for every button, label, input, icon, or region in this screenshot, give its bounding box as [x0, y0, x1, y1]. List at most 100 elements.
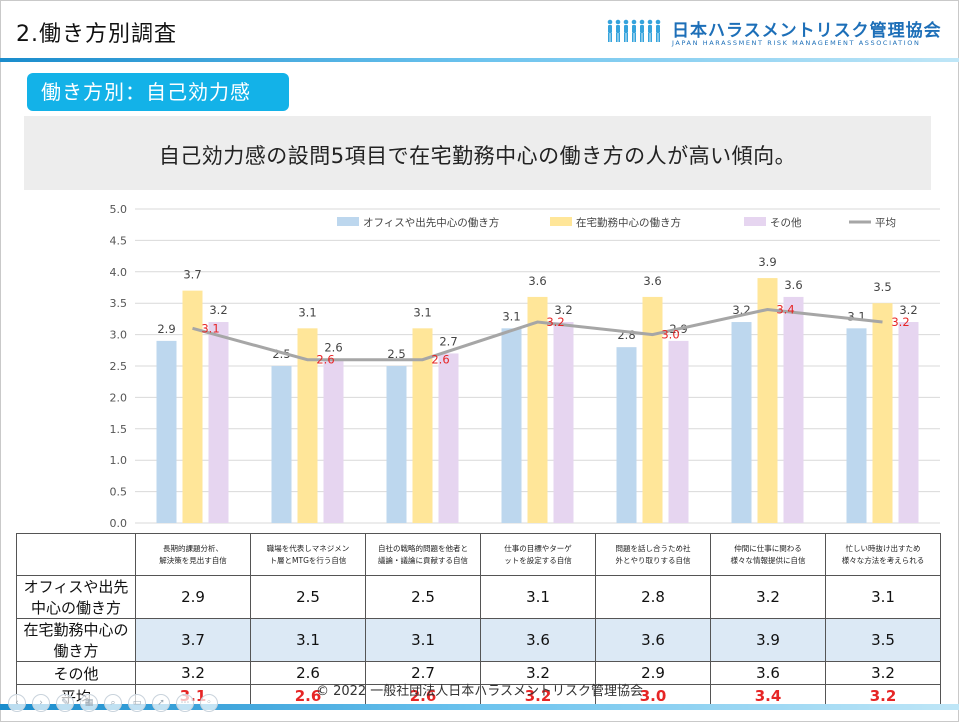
data-label: 3.1 — [413, 305, 431, 319]
legend-label: 在宅勤務中心の働き方 — [576, 216, 681, 229]
legend-swatch — [337, 217, 359, 226]
logo-name: 日本ハラスメントリスク管理協会 — [672, 21, 942, 41]
y-tick-label: 4.0 — [110, 266, 128, 279]
y-tick-label: 1.5 — [110, 423, 128, 436]
bar — [271, 366, 292, 523]
data-label: 2.6 — [324, 341, 342, 355]
table-cell: 3.1 — [480, 575, 596, 619]
presenter-icon[interactable]: ◦ — [200, 694, 218, 712]
bar — [182, 290, 203, 523]
table-cell: 3.1 — [250, 618, 366, 662]
row-label: オフィスや出先中心の働き方 — [16, 575, 136, 619]
bar — [156, 340, 177, 523]
bar — [386, 366, 407, 523]
column-header: 職場を代表しマネジメン ト層とMTGを行う自信 — [250, 533, 366, 576]
average-data-label: 3.2 — [546, 315, 564, 329]
bar — [208, 322, 229, 523]
y-tick-label: 2.0 — [110, 391, 128, 404]
data-label: 3.9 — [758, 255, 776, 269]
bar — [616, 347, 637, 523]
subtitle-text: 自己効力感の設問5項目で在宅勤務中心の働き方の人が高い傾向。 — [158, 144, 797, 168]
table-corner-cell — [16, 533, 136, 576]
bar — [501, 328, 522, 523]
subtitle-box: 自己効力感の設問5項目で在宅勤務中心の働き方の人が高い傾向。 — [24, 116, 931, 190]
y-tick-label: 4.5 — [110, 234, 128, 247]
y-tick-label: 1.0 — [110, 454, 128, 467]
logo-subtitle: JAPAN HARASSMENT RISK MANAGEMENT ASSOCIA… — [672, 39, 921, 47]
average-data-label: 3.0 — [661, 328, 679, 342]
average-data-label: 2.6 — [431, 353, 449, 367]
slides-grid-icon[interactable]: ▦ — [80, 694, 98, 712]
y-tick-label: 2.5 — [110, 360, 128, 373]
bar — [731, 322, 752, 523]
bar — [668, 340, 689, 523]
row-label: 在宅勤務中心の働き方 — [16, 618, 136, 662]
legend-label: 平均 — [875, 217, 896, 229]
y-tick-label: 3.0 — [110, 329, 128, 342]
table-cell: 2.5 — [365, 575, 481, 619]
data-label: 3.5 — [873, 280, 891, 294]
bar — [323, 359, 344, 523]
previous-slide-icon[interactable]: ‹ — [8, 694, 26, 712]
column-header: 仲間に仕事に関わる 様々な情報提供に自信 — [710, 533, 826, 576]
data-label: 3.6 — [643, 274, 661, 288]
data-label: 2.9 — [157, 322, 175, 336]
section-label: 働き方別：自己効力感 — [27, 73, 289, 111]
average-data-label: 3.2 — [891, 315, 909, 329]
average-data-label: 2.6 — [316, 353, 334, 367]
y-tick-label: 0.5 — [110, 486, 128, 499]
column-header: 問題を話し合うため社 外とやり取りする自信 — [595, 533, 711, 576]
table-row: 在宅勤務中心の働き方 3.7 3.1 3.1 3.6 3.6 3.9 3.5 — [16, 618, 941, 662]
table-cell: 2.9 — [135, 575, 251, 619]
data-label: 3.2 — [209, 303, 227, 317]
legend-label: その他 — [770, 216, 802, 229]
data-label: 2.7 — [439, 334, 457, 348]
data-label: 3.6 — [784, 278, 802, 292]
data-label: 3.2 — [899, 303, 917, 317]
subtitles-icon[interactable]: ▭ — [128, 694, 146, 712]
bar — [846, 328, 867, 523]
table-cell: 3.1 — [825, 575, 941, 619]
table-cell: 3.6 — [595, 618, 711, 662]
table-row: オフィスや出先中心の働き方 2.9 2.5 2.5 3.1 2.8 3.2 3.1 — [16, 575, 941, 619]
y-tick-label: 3.5 — [110, 297, 128, 310]
data-label: 3.1 — [502, 309, 520, 323]
data-label: 3.2 — [554, 303, 572, 317]
data-label: 3.6 — [528, 274, 546, 288]
header-divider — [0, 58, 959, 62]
more-options-icon[interactable]: ⋯ — [176, 694, 194, 712]
association-logo: 日本ハラスメントリスク管理協会 JAPAN HARASSMENT RISK MA… — [606, 16, 946, 52]
bar — [898, 322, 919, 523]
zoom-icon[interactable]: ⌕ — [104, 694, 122, 712]
bar — [642, 296, 663, 523]
bar — [872, 303, 893, 523]
bar-chart: 0.0 0.5 1.0 1.5 2.0 2.5 3.0 3.5 4.0 4.5 5.0 2.9 3.7 3… — [110, 203, 940, 530]
table-row: その他 3.2 2.6 2.7 3.2 2.9 3.6 3.2 — [16, 661, 941, 685]
average-line — [192, 307, 883, 362]
average-data-label: 3.1 — [201, 321, 219, 335]
table-cell: 3.1 — [365, 618, 481, 662]
column-header: 自社の戦略的問題を他者と 議論・議論に貢献する自信 — [365, 533, 481, 576]
table-cell: 2.5 — [250, 575, 366, 619]
legend-swatch — [550, 217, 572, 226]
average-data-label: 3.4 — [776, 302, 794, 316]
y-tick-label: 5.0 — [110, 203, 128, 216]
data-label: 3.1 — [298, 305, 316, 319]
bar — [412, 328, 433, 523]
table-cell: 3.2 — [710, 575, 826, 619]
legend-label: オフィスや出先中心の働き方 — [363, 216, 499, 229]
table-cell: 3.2 — [825, 661, 941, 685]
column-header: 忙しい時抜け出すため 様々な方法を考えられる — [825, 533, 941, 576]
row-label: その他 — [16, 661, 136, 685]
next-slide-icon[interactable]: › — [32, 694, 50, 712]
table-cell: 3.6 — [480, 618, 596, 662]
data-label: 3.7 — [183, 268, 201, 282]
pen-icon[interactable]: ✎ — [56, 694, 74, 712]
table-cell: 3.7 — [135, 618, 251, 662]
data-label: 2.5 — [387, 347, 405, 361]
copyright-footer: © 2022 一般社団法人日本ハラスメントリスク管理協会 — [315, 684, 644, 699]
bar — [527, 296, 548, 523]
table-header-row: 長期的課題分析、 解決策を見出す自信 職場を代表しマネジメン ト層とMTGを行う自信自… — [16, 533, 941, 576]
column-header: 長期的課題分析、 解決策を見出す自信 — [135, 533, 251, 576]
pointer-icon[interactable]: ➚ — [152, 694, 170, 712]
